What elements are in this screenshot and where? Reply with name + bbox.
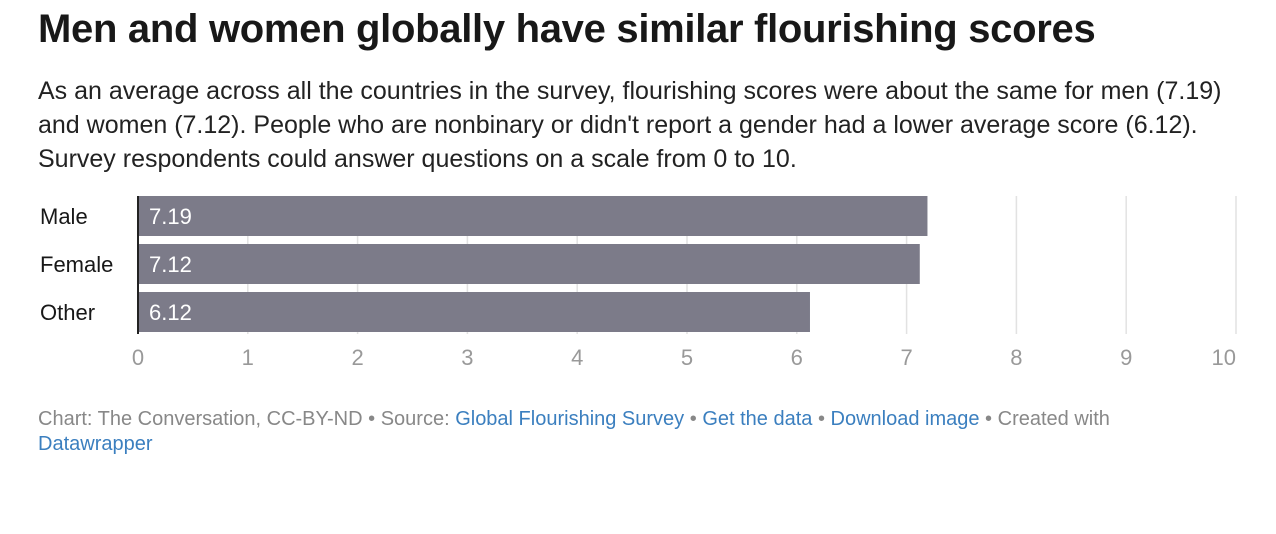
bar-value-label: 7.19 <box>149 204 192 229</box>
x-tick-label: 3 <box>461 345 473 370</box>
source-prefix: Source: <box>380 408 456 430</box>
footer-separator: • <box>684 408 703 430</box>
x-tick-label: 6 <box>791 345 803 370</box>
footer-separator: • <box>979 408 998 430</box>
footer-separator: • <box>362 408 381 430</box>
bar <box>138 196 928 236</box>
bar-value-label: 6.12 <box>149 300 192 325</box>
bar-chart: Male 7.19 Female 7.12 Other 6.120 1 2 3 4 5 6 7 8 9 10 <box>40 196 1237 370</box>
chart-credit: Chart: The Conversation, CC-BY-ND <box>38 408 363 430</box>
bar <box>138 292 810 332</box>
x-tick-label: 4 <box>571 345 583 370</box>
x-tick-label: 1 <box>242 345 254 370</box>
x-tick-label: 10 <box>1212 345 1236 370</box>
x-tick-label: 0 <box>132 345 144 370</box>
bar-value-label: 7.12 <box>149 252 192 277</box>
download-image-link[interactable]: Download image <box>830 408 980 430</box>
category-label: Male <box>40 204 88 229</box>
x-tick-label: 8 <box>1010 345 1022 370</box>
x-tick-label: 7 <box>900 345 912 370</box>
category-label: Other <box>40 300 95 325</box>
x-tick-label: 9 <box>1120 345 1132 370</box>
datawrapper-link[interactable]: Datawrapper <box>38 433 153 455</box>
x-tick-label: 2 <box>351 345 363 370</box>
get-data-link[interactable]: Get the data <box>702 408 813 430</box>
bar <box>138 244 920 284</box>
source-link[interactable]: Global Flourishing Survey <box>455 408 685 430</box>
chart-title: Men and women globally have similar flou… <box>38 7 1096 51</box>
x-tick-label: 5 <box>681 345 693 370</box>
chart-footer: Chart: The Conversation, CC-BY-ND • Sour… <box>38 407 1218 457</box>
chart-subtitle: As an average across all the countries i… <box>38 77 1222 173</box>
footer-separator: • <box>812 408 831 430</box>
created-with-text: Created with <box>997 408 1110 430</box>
category-label: Female <box>40 252 113 277</box>
